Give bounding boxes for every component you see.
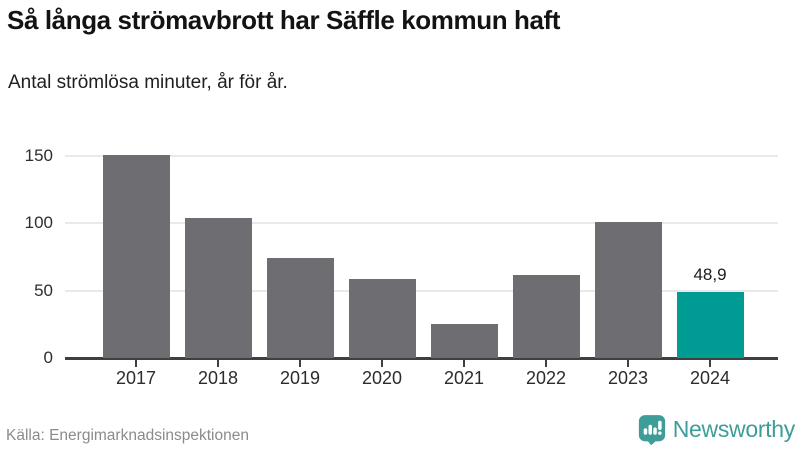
- plot-area: 2017 2018 2019 2020 2021 2022 2023 2024 48,9: [65, 154, 778, 388]
- x-tick-label: 2017: [115, 368, 157, 388]
- gridline-100: [65, 222, 778, 225]
- bar-2017: [102, 154, 170, 358]
- x-tick: [709, 360, 711, 367]
- y-axis: 0 50 100 150: [0, 146, 55, 367]
- x-tick: [627, 360, 629, 367]
- x-tick-label: 2018: [197, 368, 239, 388]
- y-tick-label: 150: [24, 146, 53, 165]
- bar-2019: [266, 258, 334, 358]
- source-text: Källa: Energimarknadsinspektionen: [6, 427, 249, 444]
- y-tick-label: 100: [24, 213, 53, 233]
- bar-2024: [676, 292, 744, 358]
- gridline-150: [65, 155, 778, 157]
- chart-title: Så långa strömavbrott har Säffle kommun …: [7, 5, 561, 35]
- bar-2020: [348, 278, 416, 358]
- x-tick-label: 2021: [443, 368, 485, 388]
- chart-subtitle: Antal strömlösa minuter, år för år.: [8, 72, 288, 93]
- x-tick-label: 2019: [279, 368, 321, 388]
- x-tick: [135, 360, 137, 367]
- x-tick-label: 2024: [689, 368, 731, 388]
- x-tick-label: 2023: [607, 368, 649, 388]
- y-tick-label: 0: [43, 348, 53, 367]
- x-axis-line: [65, 357, 778, 360]
- y-tick-label: 50: [34, 280, 53, 300]
- bar-2022: [512, 274, 580, 358]
- x-tick-label: 2020: [361, 368, 403, 388]
- x-tick: [381, 360, 383, 367]
- newsworthy-icon: [638, 414, 666, 445]
- x-tick: [463, 360, 465, 367]
- x-tick: [299, 360, 301, 367]
- value-label: 48,9: [693, 265, 727, 285]
- x-tick: [545, 360, 547, 367]
- bar-2018: [184, 217, 252, 358]
- x-tick: [217, 360, 219, 367]
- x-tick-label: 2022: [525, 368, 567, 388]
- newsworthy-wordmark: Newsworthy: [672, 416, 796, 442]
- newsworthy-logo-link[interactable]: Newsworthy: [638, 414, 795, 445]
- gridline-50: [65, 289, 778, 292]
- bar-2021: [430, 324, 498, 358]
- bar-2023: [594, 222, 662, 358]
